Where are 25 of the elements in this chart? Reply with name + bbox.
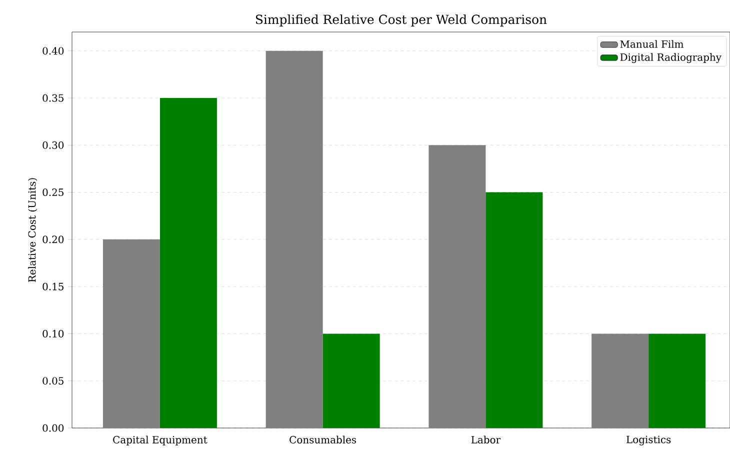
y-tick-label: 0.30 — [42, 141, 64, 149]
bar — [486, 192, 543, 428]
bar — [428, 145, 486, 428]
legend-label: Digital Radiography — [620, 53, 722, 63]
bar — [160, 98, 217, 428]
bar — [322, 334, 380, 428]
legend-label: Manual Film — [620, 40, 684, 48]
y-tick-label: 0.10 — [42, 330, 64, 338]
bar — [592, 334, 649, 428]
x-tick-label: Capital Equipment — [113, 436, 208, 446]
x-tick-label: Consumables — [290, 436, 356, 444]
y-tick-label: 0.40 — [42, 47, 64, 55]
bar — [266, 50, 323, 428]
chart-title: Simplified Relative Cost per Weld Comparison — [256, 14, 547, 27]
x-tick-label: Labor — [471, 436, 501, 444]
y-tick-label: 0.20 — [42, 236, 64, 244]
y-tick-label: 0.00 — [42, 424, 64, 432]
bar — [102, 239, 160, 428]
y-tick-label: 0.25 — [42, 188, 64, 196]
y-tick-label: 0.35 — [42, 94, 64, 102]
y-tick-label: 0.15 — [42, 282, 64, 290]
y-axis-title: Relative Cost (Units) — [28, 178, 38, 282]
y-tick-label: 0.05 — [42, 377, 64, 385]
x-tick-label: Logistics — [626, 436, 671, 446]
bar — [648, 334, 706, 428]
